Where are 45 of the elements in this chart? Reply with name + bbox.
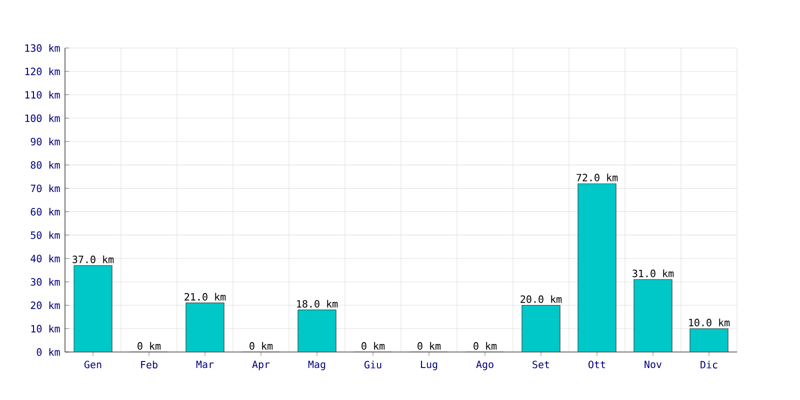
y-tick-label: 20 km [30, 301, 60, 310]
data-label: 20.0 km [520, 295, 562, 303]
bar [578, 183, 616, 352]
data-label: 21.0 km [184, 292, 226, 301]
y-tick-label: 70 km [30, 184, 60, 192]
x-tick-label: Feb [141, 360, 158, 368]
data-label: 0 km [362, 342, 385, 350]
y-tick-label: 50 km [30, 231, 60, 239]
data-label: 31.0 km [632, 270, 674, 278]
data-label: 18.0 km [297, 300, 338, 308]
x-tick-label: Giu [364, 360, 382, 368]
y-tick-label: 100 km [25, 114, 60, 122]
y-tick-label: 60 km [30, 208, 60, 216]
data-label: 37.0 km [72, 255, 114, 264]
x-tick-label: Ago [476, 360, 494, 370]
data-label: 72.0 km [576, 174, 618, 182]
bar [522, 304, 560, 352]
x-tick-label: Apr [252, 360, 270, 370]
data-label: 10.0 km [689, 318, 730, 326]
bar [298, 310, 336, 352]
x-tick-label: Gen [84, 360, 102, 368]
data-label: 0 km [474, 342, 497, 350]
bar [186, 302, 224, 352]
x-tick-label: Mar [196, 360, 214, 368]
bar [634, 279, 672, 352]
x-tick-label: Mag [308, 360, 326, 370]
y-tick-label: 130 km [25, 44, 60, 52]
x-tick-label: Dic [700, 360, 718, 368]
y-tick-label: 80 km [30, 161, 60, 169]
y-tick-label: 30 km [30, 278, 60, 286]
y-tick-label: 0 km [36, 348, 60, 356]
y-tick-label: 110 km [25, 90, 60, 99]
data-label: 0 km [138, 342, 161, 350]
y-tick-label: 10 km [31, 324, 60, 332]
data-label: 0 km [250, 342, 273, 350]
x-tick-label: Nov [644, 360, 662, 368]
x-tick-label: Lug [421, 360, 438, 370]
bar [74, 265, 112, 352]
data-label: 0 km [418, 342, 441, 350]
bar [690, 328, 728, 352]
y-tick-label: 120 km [25, 68, 60, 76]
y-tick-label: 90 km [30, 138, 60, 146]
y-tick-label: 40 km [30, 254, 60, 262]
x-tick-label: Ott [588, 360, 606, 368]
x-tick-label: Set [532, 360, 550, 368]
